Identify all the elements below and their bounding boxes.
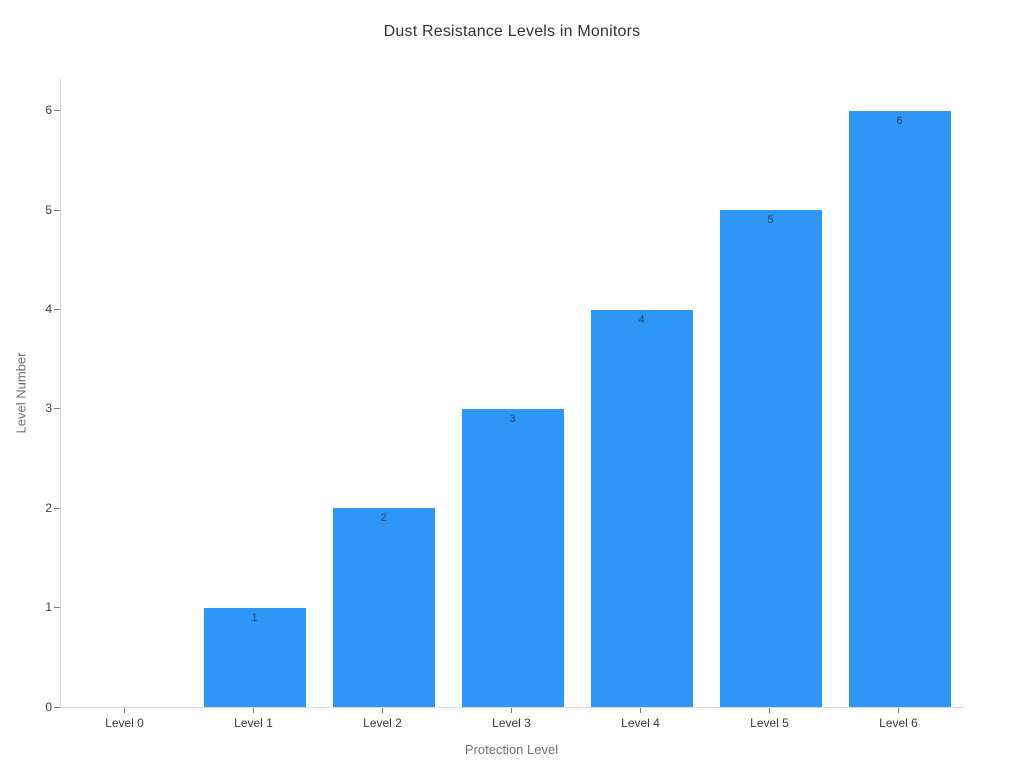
y-axis-tick (54, 408, 60, 410)
bar-value-label: 4 (638, 313, 645, 326)
y-axis-tick (54, 507, 60, 509)
y-axis-tick (54, 110, 60, 112)
y-tick-label: 1 (45, 600, 52, 615)
x-axis-title: Protection Level (464, 742, 559, 757)
y-axis-tick (54, 607, 60, 609)
x-axis-tick (511, 708, 512, 713)
x-tick-label: Level 3 (492, 716, 531, 730)
bar-level-6: 6 (848, 110, 951, 707)
x-axis-tick (640, 708, 641, 713)
x-tick-label: Level 0 (105, 716, 144, 730)
x-tick-label: Level 2 (363, 716, 402, 730)
x-tick-label: Level 5 (750, 716, 789, 730)
y-axis-title: Level Number (13, 352, 29, 434)
bar-value-label: 6 (896, 114, 903, 127)
bar-level-4: 4 (590, 309, 693, 707)
y-tick-label: 3 (45, 401, 52, 416)
bar-level-5: 5 (719, 210, 822, 707)
y-tick-label: 0 (45, 699, 52, 714)
bar-level-3: 3 (461, 408, 564, 707)
bar-value-label: 1 (251, 611, 258, 624)
plot-area: 1 2 3 4 5 6 (60, 79, 964, 708)
bar-value-label: 5 (767, 214, 774, 227)
chart-title: Dust Resistance Levels in Monitors (383, 23, 641, 40)
y-axis-tick (54, 309, 60, 311)
y-axis-tick (54, 209, 60, 211)
x-axis-tick (769, 708, 770, 713)
bar-value-label: 2 (380, 512, 387, 525)
bar-level-1: 1 (203, 607, 306, 707)
x-axis-tick (124, 708, 125, 713)
bar-value-label: 3 (509, 412, 516, 425)
x-tick-label: Level 1 (234, 716, 273, 730)
x-tick-label: Level 6 (879, 716, 918, 730)
y-tick-label: 4 (45, 302, 52, 317)
y-tick-label: 5 (45, 202, 52, 217)
bar-level-2: 2 (332, 508, 435, 707)
y-tick-label: 2 (45, 500, 52, 515)
y-axis-tick (54, 706, 60, 708)
x-tick-label: Level 4 (621, 716, 660, 730)
y-tick-label: 6 (45, 103, 52, 118)
x-axis-tick (898, 708, 899, 713)
x-axis-tick (253, 708, 254, 713)
x-axis-tick (382, 708, 383, 713)
